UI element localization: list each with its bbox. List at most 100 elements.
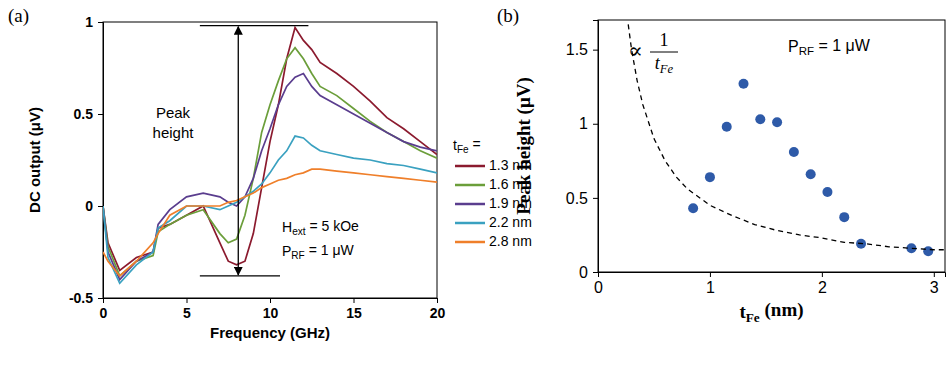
annotation-text: Hext = 5 kOe [282,218,359,237]
annotation: ∝ 1 tFe [628,30,678,76]
legend-title: tFe = [453,136,481,155]
axis: -0.5 0 0.5 1 [69,14,104,306]
tick: 1 [85,14,103,30]
text-segment: = [469,136,481,152]
panel-label: (b) [497,5,519,27]
legend-swatch [455,203,485,206]
tick: 20 [430,298,446,321]
tick: 1.5 [566,41,598,58]
tick: 0.5 [566,190,598,207]
peak-top-line [200,25,309,26]
tick: 1 [579,115,598,132]
legend-item: 2.8 nm [455,233,532,249]
data-point [755,114,765,124]
tick: 0 [594,272,603,296]
annotation: Peak height [153,104,195,141]
marks [103,28,437,284]
tick-mark [437,298,438,303]
annotation-text: 1 [660,30,669,50]
tick: 3 [930,272,939,296]
legend-label: 2.2 nm [489,214,532,230]
tick-label: 0 [85,198,93,214]
data-point [705,172,715,182]
series-line [628,24,945,249]
data-point [806,169,816,179]
tick: 1 [706,272,715,296]
annotation-text: height [153,124,195,141]
tick-mark [822,272,823,277]
tick-mark [710,272,711,277]
tick-mark [593,272,598,273]
tick-mark [593,50,598,51]
tick-label: 0.5 [74,106,94,122]
data-point [822,187,832,197]
tick-label: 1 [85,14,93,30]
peak-bottom-line [200,275,280,276]
tick-mark [354,298,355,303]
marks [628,24,945,256]
legend-item: 2.2 nm [455,214,532,230]
panel: 012300.511.5tFe (nm)Peak height (μV)(b)∝… [497,5,946,325]
tick-mark [98,22,103,23]
axis: 00.511.5 [566,21,599,281]
series-line [103,136,437,283]
legend-label: 2.8 nm [489,233,532,249]
tick-mark [98,114,103,115]
figure: 05101520-0.500.51Frequency (GHz)DC outpu… [0,0,951,382]
text-segment: = 5 kOe [306,218,360,234]
plot-frame [103,22,437,298]
data-point [789,147,799,157]
tick: 0 [100,298,108,321]
tick-mark [187,298,188,303]
text-segment: height [153,124,195,141]
text-segment: Fe [457,144,469,155]
data-point [688,203,698,213]
annotation-text: PRF = 1 μW [282,242,354,261]
annotation-text: Peak [156,104,191,121]
annotation: PRF = 1 μW [282,242,354,261]
tick-label: 1 [706,279,715,296]
data-point [923,246,933,256]
tick-mark [98,206,103,207]
text-segment: Peak [156,104,191,121]
text-segment: RF [291,250,304,261]
tick-mark [270,298,271,303]
x-axis-label: tFe (nm) [739,299,803,325]
axis-line [599,273,946,278]
series-line [103,169,437,276]
tick-mark [934,272,935,277]
annotation-text: tFe [655,53,674,76]
y-axis-label: DC output (μV) [26,107,43,213]
text-segment: P [282,243,291,259]
data-point [739,79,749,89]
tick-label: -0.5 [69,290,93,306]
tick-label: 1 [579,115,588,132]
panel-label: (a) [8,5,29,27]
tick-label: 0.5 [566,190,588,207]
tick-label: 5 [183,305,191,321]
text-segment: P [788,38,799,55]
axis: 0123 [594,272,945,296]
text-segment: Fe [659,62,674,76]
tick: 10 [263,298,279,321]
tick-label: 20 [430,305,446,321]
tick-mark [98,298,103,299]
series-line [103,48,437,276]
legend-swatch [455,241,485,244]
peak-arrow [238,27,239,275]
legend-swatch [455,184,485,187]
text-segment: (nm) [760,299,804,321]
data-point [839,212,849,222]
data-point [722,122,732,132]
annotation-text: PRF = 1 μW [788,37,871,58]
tick: 5 [183,298,191,321]
tick-label: 10 [263,305,279,321]
axis-line [593,21,599,273]
axis-line [98,23,104,299]
axis: 05101520 [100,298,446,321]
peak-marker [200,26,309,276]
annotation-text: ∝ [628,38,643,63]
text-segment: = 1 μW [305,242,355,258]
tick: 0 [85,198,103,214]
annotation: Hext = 5 kOe [282,218,359,237]
